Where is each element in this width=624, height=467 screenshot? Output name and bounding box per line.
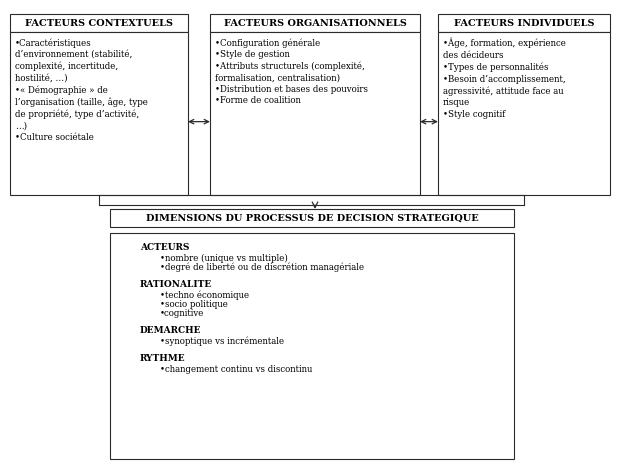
Text: •Âge, formation, expérience
des décideurs
•Types de personnalités
•Besoin d’acco: •Âge, formation, expérience des décideur… [443,38,566,119]
Text: •degré de liberté ou de discrétion managériale: •degré de liberté ou de discrétion manag… [160,263,364,273]
Text: DIMENSIONS DU PROCESSUS DE DECISION STRATEGIQUE: DIMENSIONS DU PROCESSUS DE DECISION STRA… [145,213,479,222]
Bar [110,209,514,227]
Text: •nombre (unique vs multiple): •nombre (unique vs multiple) [160,254,288,263]
Text: •changement continu vs discontinu: •changement continu vs discontinu [160,365,313,374]
Text: ACTEURS: ACTEURS [140,243,189,252]
Bar [438,32,610,195]
Bar [438,14,610,32]
Bar [10,32,188,195]
Bar [210,14,420,32]
Text: RATIONALITE: RATIONALITE [140,280,212,289]
Text: •cognitive: •cognitive [160,309,205,318]
Text: •techno économique: •techno économique [160,291,249,300]
Bar [110,233,514,459]
Text: •Caractéristiques
d’environnement (stabilité,
complexité, incertitude,
hostilité: •Caractéristiques d’environnement (stabi… [15,38,148,142]
Bar [10,14,188,32]
Text: FACTEURS CONTEXTUELS: FACTEURS CONTEXTUELS [25,19,173,28]
Text: •Configuration générale
•Style de gestion
•Attributs structurels (complexité,
fo: •Configuration générale •Style de gestio… [215,38,368,106]
Text: DEMARCHE: DEMARCHE [140,326,202,335]
Bar [210,32,420,195]
Text: •synoptique vs incrémentale: •synoptique vs incrémentale [160,337,284,347]
Text: FACTEURS INDIVIDUELS: FACTEURS INDIVIDUELS [454,19,594,28]
Text: •socio politique: •socio politique [160,300,228,309]
Text: FACTEURS ORGANISATIONNELS: FACTEURS ORGANISATIONNELS [223,19,406,28]
Text: RYTHME: RYTHME [140,354,185,363]
